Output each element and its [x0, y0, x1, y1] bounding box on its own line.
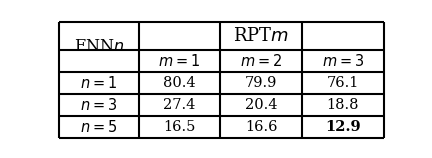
Text: $n = 1$: $n = 1$ [80, 75, 118, 91]
Text: $m = 3$: $m = 3$ [322, 53, 364, 69]
Text: 80.4: 80.4 [163, 76, 196, 90]
Text: $m = 1$: $m = 1$ [159, 53, 200, 69]
Text: 16.5: 16.5 [163, 120, 196, 134]
Text: 27.4: 27.4 [163, 98, 196, 112]
Text: $n = 5$: $n = 5$ [80, 119, 118, 135]
Text: 18.8: 18.8 [327, 98, 359, 112]
Text: 12.9: 12.9 [325, 120, 361, 134]
Text: 16.6: 16.6 [245, 120, 277, 134]
Text: 76.1: 76.1 [327, 76, 359, 90]
Text: FNN$n$: FNN$n$ [74, 38, 124, 55]
Text: 20.4: 20.4 [245, 98, 277, 112]
Text: RPT$m$: RPT$m$ [233, 27, 289, 45]
Text: $m = 2$: $m = 2$ [240, 53, 282, 69]
Text: $n = 3$: $n = 3$ [80, 97, 118, 113]
Text: 79.9: 79.9 [245, 76, 277, 90]
